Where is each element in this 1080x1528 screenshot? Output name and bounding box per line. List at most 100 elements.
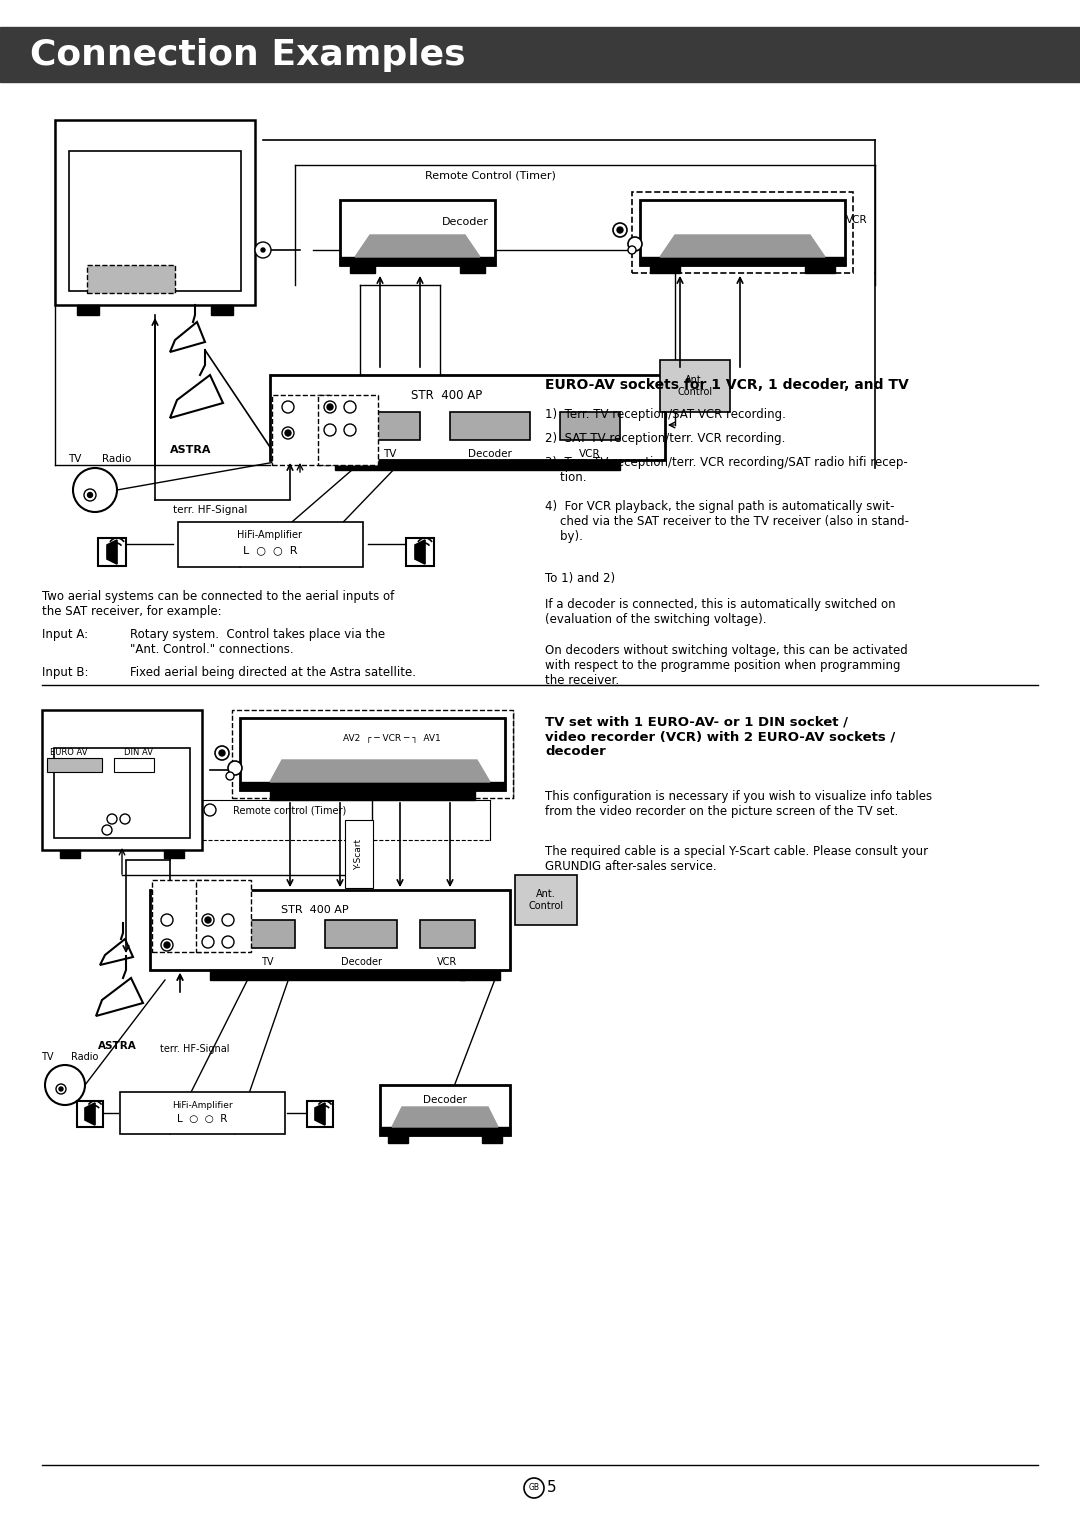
Text: TV: TV (383, 449, 396, 458)
Polygon shape (415, 539, 426, 564)
Bar (240, 782, 505, 790)
Polygon shape (392, 1106, 498, 1128)
Text: Two aerial systems can be connected to the aerial inputs of
the SAT receiver, fo: Two aerial systems can be connected to t… (42, 590, 394, 617)
Text: Input A:: Input A: (42, 628, 89, 642)
Text: terr. HF-Signal: terr. HF-Signal (173, 504, 247, 515)
Text: 2)  SAT TV reception/terr. VCR recording.: 2) SAT TV reception/terr. VCR recording. (545, 432, 785, 445)
Text: The required cable is a special Y-Scart cable. Please consult your
GRUNDIG after: The required cable is a special Y-Scart … (545, 845, 928, 872)
Bar (318, 396, 378, 465)
Bar (345, 821, 373, 888)
Text: Decoder: Decoder (340, 957, 381, 967)
Circle shape (205, 917, 211, 923)
Bar (77, 1102, 103, 1128)
Bar (450, 413, 530, 440)
Text: Fixed aerial being directed at the Astra satellite.: Fixed aerial being directed at the Astra… (130, 666, 416, 678)
Bar (232, 711, 513, 798)
Circle shape (613, 223, 627, 237)
Bar (460, 970, 500, 979)
Circle shape (161, 914, 173, 926)
Circle shape (228, 761, 242, 775)
Bar (164, 850, 184, 859)
Circle shape (219, 750, 225, 756)
Bar (460, 264, 485, 274)
Text: This configuration is necessary if you wish to visualize info tables
from the vi: This configuration is necessary if you w… (545, 790, 932, 817)
Text: TV: TV (260, 957, 273, 967)
Text: TV: TV (41, 1051, 53, 1062)
Bar (640, 200, 845, 264)
Bar (632, 193, 853, 274)
Circle shape (255, 241, 271, 258)
Circle shape (202, 937, 214, 947)
Polygon shape (107, 539, 117, 564)
Text: Ant.
Control: Ant. Control (528, 889, 564, 911)
Text: ASTRA: ASTRA (98, 1041, 137, 1051)
Circle shape (84, 489, 96, 501)
Text: VCR: VCR (579, 449, 600, 458)
Text: Decoder: Decoder (468, 449, 512, 458)
Text: 5: 5 (548, 1481, 557, 1496)
Bar (211, 306, 233, 315)
Bar (561, 413, 620, 440)
Text: STR  400 AP: STR 400 AP (411, 388, 483, 402)
Bar (48, 758, 102, 772)
Circle shape (226, 772, 234, 779)
Circle shape (102, 825, 112, 834)
Circle shape (345, 400, 356, 413)
Bar (340, 257, 495, 264)
Polygon shape (96, 978, 143, 1016)
Polygon shape (170, 374, 222, 419)
Polygon shape (355, 235, 480, 257)
Bar (380, 1085, 510, 1135)
Bar (55, 121, 255, 306)
Polygon shape (100, 940, 133, 966)
Text: Decoder: Decoder (423, 1096, 467, 1105)
Text: 1)  Terr. TV reception/SAT VCR recording.: 1) Terr. TV reception/SAT VCR recording. (545, 408, 786, 422)
Circle shape (282, 426, 294, 439)
Bar (98, 538, 126, 565)
Text: ASTRA: ASTRA (170, 445, 212, 455)
Circle shape (524, 1478, 544, 1497)
Bar (307, 1102, 333, 1128)
Circle shape (324, 400, 336, 413)
Bar (270, 374, 665, 460)
Bar (152, 880, 207, 952)
Bar (77, 306, 99, 315)
Text: VCR: VCR (847, 215, 868, 225)
Polygon shape (170, 322, 205, 351)
Text: AV2  ┌ ─ VCR ─ ┐  AV1: AV2 ┌ ─ VCR ─ ┐ AV1 (343, 733, 441, 743)
Text: terr. HF-Signal: terr. HF-Signal (160, 1044, 229, 1054)
Bar (360, 413, 420, 440)
Circle shape (627, 246, 636, 254)
Text: Remote control (Timer): Remote control (Timer) (233, 805, 347, 814)
Text: Rotary system.  Control takes place via the
"Ant. Control." connections.: Rotary system. Control takes place via t… (130, 628, 386, 656)
Circle shape (164, 941, 170, 947)
Bar (482, 1135, 502, 1143)
Circle shape (120, 814, 130, 824)
Bar (87, 264, 175, 293)
Circle shape (45, 1065, 85, 1105)
Text: Radio: Radio (103, 454, 132, 465)
Polygon shape (270, 759, 490, 782)
Bar (650, 264, 680, 274)
Circle shape (282, 400, 294, 413)
Text: On decoders without switching voltage, this can be activated
with respect to the: On decoders without switching voltage, t… (545, 643, 908, 688)
Bar (60, 850, 80, 859)
Circle shape (222, 937, 234, 947)
Polygon shape (660, 235, 825, 257)
Bar (0, 28, 1080, 83)
Circle shape (87, 492, 93, 498)
Text: Remote Control (Timer): Remote Control (Timer) (424, 170, 555, 180)
Bar (270, 790, 475, 801)
Circle shape (222, 914, 234, 926)
Text: GB: GB (528, 1484, 540, 1493)
Circle shape (202, 914, 214, 926)
Text: 3)  Terr. TV reception/terr. VCR recording/SAT radio hifi recep-
    tion.: 3) Terr. TV reception/terr. VCR recordin… (545, 455, 908, 484)
Circle shape (56, 1083, 66, 1094)
Bar (114, 758, 154, 772)
Polygon shape (315, 1103, 325, 1125)
Text: VCR: VCR (437, 957, 457, 967)
Circle shape (627, 237, 642, 251)
Text: Decoder: Decoder (442, 217, 488, 228)
Text: To 1) and 2): To 1) and 2) (545, 571, 616, 585)
Bar (388, 1135, 408, 1143)
